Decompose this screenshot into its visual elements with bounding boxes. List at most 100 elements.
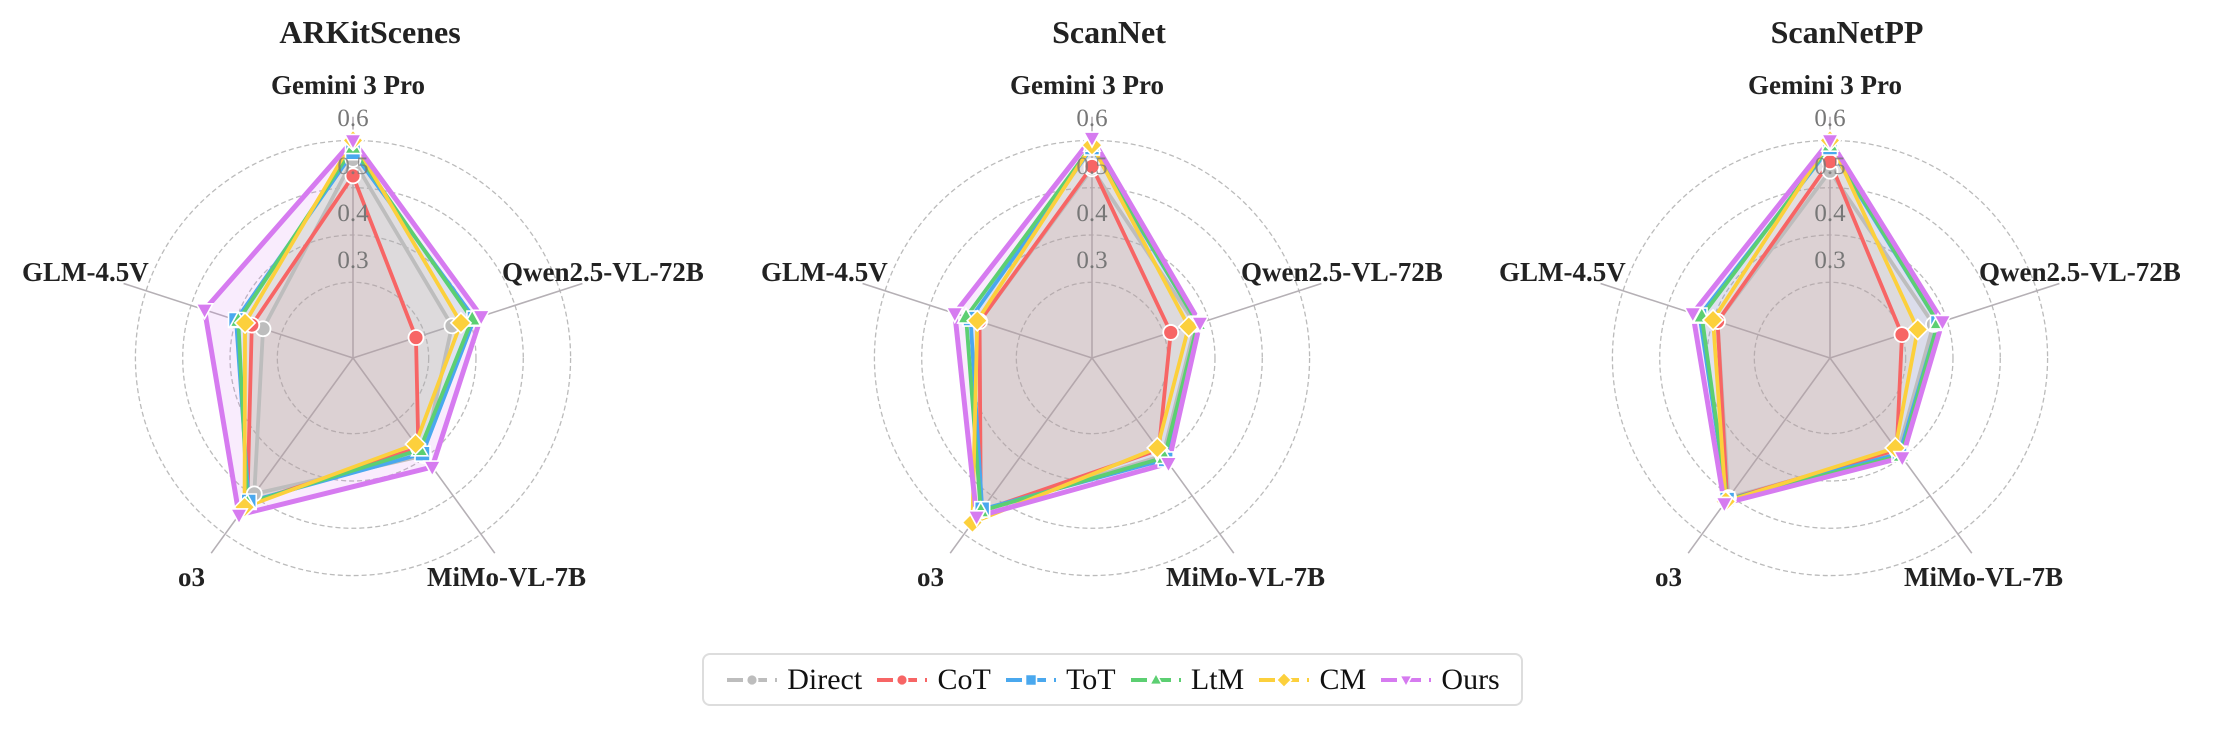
series-fill-cot: [1717, 161, 1902, 500]
data-point-ours: [1820, 133, 1840, 152]
series-fill-direct: [979, 168, 1196, 512]
data-point-ours: [194, 302, 215, 321]
legend-marker: [1024, 673, 1038, 686]
diamond-marker-icon: [1259, 670, 1310, 689]
series-line-ours: [1690, 136, 1946, 507]
data-point-ours: [1932, 314, 1953, 333]
axis-label-o3: o3: [178, 562, 205, 592]
circle-marker-icon: [877, 673, 928, 686]
legend-marker: [896, 673, 909, 686]
radar-panel-scannetpp: ScanNetPP Gemini 3 Pro Qwen2.5-VL-72B Mi…: [1477, 0, 2217, 640]
legend-label: Ours: [1441, 662, 1500, 696]
series-fill-direct: [1717, 171, 1934, 498]
tick-label-0.5: 0.5: [1814, 153, 1846, 180]
legend-item-cm[interactable]: CM: [1257, 663, 1366, 697]
series-line-ltm: [1699, 141, 1941, 502]
series-line-ours: [952, 133, 1203, 521]
axis-label-qwen: Qwen2.5-VL-72B: [1241, 257, 1443, 287]
legend-item-cot[interactable]: CoT: [875, 662, 991, 697]
legend-item-tot[interactable]: ToT: [1004, 663, 1116, 697]
tick-label-0.4: 0.4: [337, 200, 369, 227]
data-point-cm: [1906, 318, 1929, 341]
panel-title: ScanNet: [1052, 14, 1166, 50]
series-markers: [1683, 129, 1953, 515]
data-point-ours: [1683, 306, 1703, 325]
axis-spoke: [210, 357, 354, 554]
panel-title: ARKitScenes: [279, 14, 461, 50]
tick-label-0.4: 0.4: [1814, 200, 1846, 227]
series-lines: [952, 133, 1203, 526]
radar-panel-scannet: ScanNet Gemini 3 Pro Qwen2.5-VL-72B MiMo…: [739, 0, 1479, 640]
data-point-cot: [407, 329, 425, 346]
series-fill-cm: [1713, 140, 1918, 502]
data-point-ours: [945, 306, 965, 325]
series-fill-tot: [1699, 147, 1938, 500]
axis-label-qwen: Qwen2.5-VL-72B: [1979, 257, 2181, 287]
tick-label-0.6: 0.6: [1814, 105, 1846, 132]
radar-plot: [1600, 116, 2060, 577]
series-line-cot: [977, 162, 1173, 514]
tick-label-0.5: 0.5: [1076, 153, 1108, 180]
data-point-ours: [229, 508, 249, 526]
square-marker-icon: [1006, 673, 1057, 686]
tick-label-0.6: 0.6: [1076, 105, 1108, 132]
tick-label-0.6: 0.6: [337, 105, 369, 132]
tick-label-0.5: 0.5: [337, 153, 369, 180]
axis-label-gemini: Gemini 3 Pro: [1748, 70, 1902, 100]
data-point-cot: [1162, 324, 1180, 341]
triangle-up-marker-icon: [1130, 671, 1181, 685]
tick-label-0.3: 0.3: [1814, 247, 1846, 274]
axis-label-mimo: MiMo-VL-7B: [1904, 562, 2063, 592]
legend-label: ToT: [1066, 662, 1116, 696]
legend-label: CoT: [937, 662, 991, 696]
circle-marker-icon: [727, 673, 778, 686]
legend-marker: [1275, 670, 1294, 689]
legend-item-ours[interactable]: Ours: [1379, 662, 1500, 697]
data-point-cm: [1146, 436, 1169, 460]
axis-spoke: [1687, 357, 1831, 554]
data-point-cm: [404, 432, 427, 456]
series-fill-cot: [247, 175, 419, 504]
legend-label: CM: [1319, 662, 1367, 696]
legend-marker: [1148, 671, 1164, 685]
data-point-cot: [1893, 326, 1911, 344]
series-fill-cot: [979, 166, 1171, 512]
series-markers: [194, 129, 491, 526]
data-point-ours: [1158, 456, 1179, 474]
data-point-cm: [966, 309, 989, 332]
radar-panel-arkitscenes: ARKitScenes Gemini 3 Pro Qwen2.5-VL-72B …: [0, 0, 740, 640]
axis-label-glm: GLM-4.5V: [1499, 257, 1626, 287]
radar-plot: [862, 116, 1322, 577]
axis-label-mimo: MiMo-VL-7B: [427, 562, 586, 592]
series-line-ours: [201, 136, 484, 518]
axis-label-mimo: MiMo-VL-7B: [1166, 562, 1325, 592]
legend-marker: [745, 673, 759, 686]
data-point-ours: [1892, 450, 1912, 469]
series-lines: [1690, 136, 1946, 507]
data-point-ours: [1714, 496, 1734, 515]
data-point-ours: [471, 309, 491, 328]
legend-item-ltm[interactable]: LtM: [1129, 663, 1244, 697]
series-line-cm: [970, 141, 1191, 526]
axis-label-o3: o3: [917, 562, 944, 592]
series-line-ltm: [964, 141, 1200, 514]
axis-label-qwen: Qwen2.5-VL-72B: [502, 257, 704, 287]
legend-item-direct[interactable]: Direct: [725, 663, 862, 697]
tick-label-0.3: 0.3: [337, 247, 369, 274]
legend-label: Direct: [787, 662, 863, 696]
series-fill-ltm: [1701, 145, 1938, 500]
legend-label: LtM: [1190, 662, 1245, 696]
series-line-cm: [1711, 136, 1920, 505]
legend-marker: [1399, 674, 1414, 688]
series-fill-cm: [972, 145, 1189, 523]
triangle-down-marker-icon: [1381, 674, 1432, 688]
data-point-cot: [344, 167, 362, 185]
data-point-ours: [422, 460, 442, 478]
data-point-ours: [967, 510, 987, 528]
data-point-cm: [449, 311, 473, 335]
data-point-ours: [1190, 316, 1210, 334]
tick-label-0.3: 0.3: [1076, 247, 1108, 274]
legend: Direct CoT ToT LtM CM Ours: [702, 653, 1523, 706]
radar-plot: [123, 116, 583, 577]
series-line-cm: [242, 136, 464, 510]
